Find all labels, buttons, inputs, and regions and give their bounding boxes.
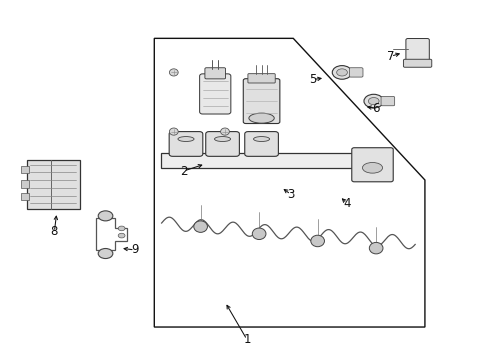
Ellipse shape xyxy=(362,162,382,173)
FancyBboxPatch shape xyxy=(160,153,357,168)
Ellipse shape xyxy=(336,69,346,76)
FancyBboxPatch shape xyxy=(405,39,428,65)
Text: 2: 2 xyxy=(180,165,187,177)
FancyBboxPatch shape xyxy=(403,59,431,67)
Ellipse shape xyxy=(220,128,229,135)
FancyBboxPatch shape xyxy=(244,132,278,156)
Text: 9: 9 xyxy=(131,243,138,256)
FancyBboxPatch shape xyxy=(348,68,362,77)
Ellipse shape xyxy=(248,113,274,123)
FancyBboxPatch shape xyxy=(169,132,203,156)
Ellipse shape xyxy=(363,94,383,108)
FancyBboxPatch shape xyxy=(351,148,392,182)
FancyBboxPatch shape xyxy=(21,193,29,200)
Text: 6: 6 xyxy=(372,102,379,115)
FancyBboxPatch shape xyxy=(21,180,29,188)
FancyBboxPatch shape xyxy=(26,159,80,210)
Ellipse shape xyxy=(118,226,125,231)
FancyBboxPatch shape xyxy=(21,166,29,173)
Ellipse shape xyxy=(169,69,178,76)
Ellipse shape xyxy=(193,221,207,232)
Text: 5: 5 xyxy=(308,73,316,86)
Ellipse shape xyxy=(252,228,265,239)
FancyBboxPatch shape xyxy=(199,74,230,114)
Text: 1: 1 xyxy=(243,333,250,346)
FancyBboxPatch shape xyxy=(204,68,225,79)
Text: 4: 4 xyxy=(343,197,350,210)
FancyBboxPatch shape xyxy=(243,79,279,123)
FancyBboxPatch shape xyxy=(380,96,394,106)
Ellipse shape xyxy=(98,248,113,258)
Ellipse shape xyxy=(98,211,113,221)
Ellipse shape xyxy=(367,98,378,105)
Ellipse shape xyxy=(310,235,324,247)
FancyBboxPatch shape xyxy=(247,74,275,83)
Ellipse shape xyxy=(214,136,230,141)
Ellipse shape xyxy=(253,136,269,141)
Text: 7: 7 xyxy=(386,50,394,63)
Text: 8: 8 xyxy=(51,225,58,238)
Ellipse shape xyxy=(368,242,382,254)
Ellipse shape xyxy=(331,66,351,79)
Ellipse shape xyxy=(178,136,194,141)
Text: 3: 3 xyxy=(286,188,294,201)
Ellipse shape xyxy=(118,233,125,238)
FancyBboxPatch shape xyxy=(205,132,239,156)
Ellipse shape xyxy=(169,128,178,135)
